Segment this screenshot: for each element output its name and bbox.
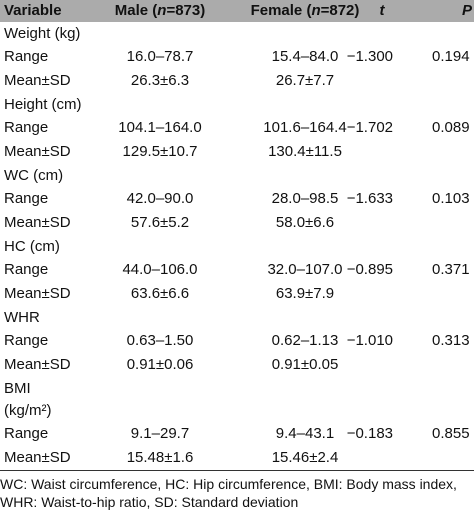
header-text: P <box>461 2 472 19</box>
group-label: HC (cm) <box>0 235 474 258</box>
group-label-line: (kg/m²) <box>4 402 52 419</box>
cell-text: −1.010 <box>346 332 393 349</box>
data-row: Mean±SD 0.91±0.06 0.91±0.05 <box>0 353 474 377</box>
cell-text: 9.4–43.1 <box>275 425 335 442</box>
cell-text: 16.0–78.7 <box>126 48 194 65</box>
cell-text: 0.313 <box>432 332 470 349</box>
header-row: Variable Male (n=873) Female (n=872) t P <box>0 0 474 22</box>
cell-text: Mean±SD <box>4 214 71 231</box>
cell-text: Mean±SD <box>4 72 71 89</box>
header-text: Female ( <box>250 2 312 19</box>
cell-text: Mean±SD <box>4 285 71 302</box>
cell-text: 104.1–164.0 <box>118 119 202 136</box>
header-text: Male ( <box>114 2 158 19</box>
cell-text: 101.6–164.4 <box>263 119 347 136</box>
cell-text: 42.0–90.0 <box>126 190 194 207</box>
table: Variable Male (n=873) Female (n=872) t P Weig… <box>0 0 474 471</box>
group-label: WHR <box>0 306 474 329</box>
cell-text: 63.6±6.6 <box>130 285 190 302</box>
cell-text: Range <box>4 261 49 278</box>
cell-text: Range <box>4 48 49 65</box>
data-row: Range 104.1–164.0 101.6–164.4 −1.702 0.089 <box>0 116 474 140</box>
data-row: Mean±SD 57.6±5.2 58.0±6.6 <box>0 211 474 235</box>
cell-text: 15.46±2.4 <box>271 449 339 466</box>
group-label: Weight (kg) <box>0 22 474 45</box>
cell-text: −1.633 <box>346 190 393 207</box>
table-rule <box>0 470 474 471</box>
header-cell: Female (n=872) <box>235 0 375 22</box>
group-label: WC (cm) <box>0 164 474 187</box>
cell-text: 26.3±6.3 <box>130 72 190 89</box>
data-row: Range 9.1–29.7 9.4–43.1 −0.183 0.855 <box>0 422 474 446</box>
group-label: BMI (kg/m²) <box>0 377 474 422</box>
cell-text: Mean±SD <box>4 143 71 160</box>
cell-text: 0.62–1.13 <box>271 332 339 349</box>
cell-text: Range <box>4 190 49 207</box>
data-row: Range 16.0–78.7 15.4–84.0 −1.300 0.194 <box>0 45 474 69</box>
cell-text: 130.4±11.5 <box>268 143 342 160</box>
data-row: Range 44.0–106.0 32.0–107.0 −0.895 0.371 <box>0 258 474 282</box>
header-text: =873) <box>166 2 206 19</box>
header-cell: Variable <box>4 0 62 22</box>
cell-text: −0.183 <box>346 425 393 442</box>
header-text: =872) <box>320 2 360 19</box>
group-label: Height (cm) <box>0 93 474 116</box>
cell-text: 63.9±7.9 <box>275 285 335 302</box>
cell-text: Range <box>4 425 49 442</box>
cell-text: 32.0–107.0 <box>267 261 343 278</box>
header-text: n <box>157 2 167 19</box>
data-row: Mean±SD 63.6±6.6 63.9±7.9 <box>0 282 474 306</box>
group-label-line: Height (cm) <box>4 96 82 113</box>
footnote: WC: Waist circumference, HC: Hip circumf… <box>0 475 474 511</box>
cell-text: 129.5±10.7 <box>122 143 198 160</box>
header-cell: Male (n=873) <box>90 0 230 22</box>
cell-text: 15.48±1.6 <box>126 449 194 466</box>
header-text: t <box>379 2 385 19</box>
footnote-line: WHR: Waist-to-hip ratio, SD: Standard de… <box>0 494 299 510</box>
header-cell: t <box>360 0 404 22</box>
data-row: Range 0.63–1.50 0.62–1.13 −1.010 0.313 <box>0 329 474 353</box>
cell-text: 0.371 <box>432 261 470 278</box>
cell-text: 0.91±0.06 <box>126 356 194 373</box>
cell-text: 57.6±5.2 <box>130 214 190 231</box>
header-text: n <box>311 2 321 19</box>
group-label-line: WHR <box>4 309 40 326</box>
cell-text: Mean±SD <box>4 449 71 466</box>
cell-text: 0.855 <box>432 425 470 442</box>
cell-text: Range <box>4 332 49 349</box>
group-label-line: BMI <box>4 380 31 397</box>
cell-text: 58.0±6.6 <box>275 214 335 231</box>
data-row: Mean±SD 15.48±1.6 15.46±2.4 <box>0 446 474 470</box>
group-label-line: Weight (kg) <box>4 25 81 42</box>
footnote-line: WC: Waist circumference, HC: Hip circumf… <box>0 476 457 492</box>
cell-text: 0.103 <box>432 190 470 207</box>
cell-text: −0.895 <box>346 261 393 278</box>
data-row: Mean±SD 26.3±6.3 26.7±7.7 <box>0 69 474 93</box>
data-row: Range 42.0–90.0 28.0–98.5 −1.633 0.103 <box>0 187 474 211</box>
cell-text: 28.0–98.5 <box>271 190 339 207</box>
cell-text: −1.300 <box>346 48 393 65</box>
cell-text: Range <box>4 119 49 136</box>
header-text: Variable <box>4 2 62 19</box>
cell-text: Mean±SD <box>4 356 71 373</box>
cell-text: −1.702 <box>346 119 393 136</box>
cell-text: 9.1–29.7 <box>130 425 190 442</box>
cell-text: 0.91±0.05 <box>271 356 339 373</box>
cell-text: 26.7±7.7 <box>275 72 335 89</box>
data-row: Mean±SD 129.5±10.7 130.4±11.5 <box>0 140 474 164</box>
group-label-line: WC (cm) <box>4 167 64 184</box>
cell-text: 0.089 <box>432 119 470 136</box>
cell-text: 44.0–106.0 <box>122 261 198 278</box>
cell-text: 0.194 <box>432 48 470 65</box>
header-cell: P <box>450 0 474 22</box>
cell-text: 15.4–84.0 <box>271 48 339 65</box>
cell-text: 0.63–1.50 <box>126 332 194 349</box>
group-label-line: HC (cm) <box>4 238 60 255</box>
